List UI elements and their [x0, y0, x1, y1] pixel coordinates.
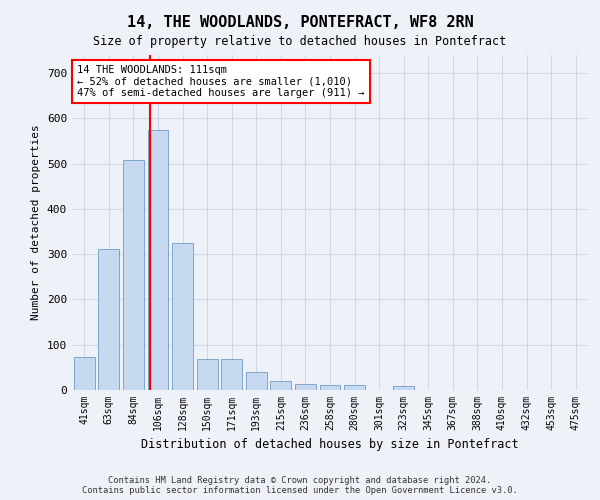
Bar — [221, 359, 242, 390]
Bar — [98, 249, 119, 390]
Bar — [74, 358, 95, 390]
Bar — [123, 160, 144, 390]
Text: Size of property relative to detached houses in Pontefract: Size of property relative to detached ho… — [94, 35, 506, 48]
Y-axis label: Number of detached properties: Number of detached properties — [31, 124, 41, 320]
Bar — [246, 372, 267, 390]
Bar — [271, 381, 292, 390]
Bar — [172, 243, 193, 390]
Bar — [344, 385, 365, 390]
Bar — [295, 384, 316, 390]
Bar — [320, 385, 340, 390]
Bar — [197, 359, 218, 390]
Bar — [148, 130, 169, 390]
Text: 14, THE WOODLANDS, PONTEFRACT, WF8 2RN: 14, THE WOODLANDS, PONTEFRACT, WF8 2RN — [127, 15, 473, 30]
Bar — [393, 386, 414, 390]
Text: Contains HM Land Registry data © Crown copyright and database right 2024.
Contai: Contains HM Land Registry data © Crown c… — [82, 476, 518, 495]
Text: 14 THE WOODLANDS: 111sqm
← 52% of detached houses are smaller (1,010)
47% of sem: 14 THE WOODLANDS: 111sqm ← 52% of detach… — [77, 65, 365, 98]
X-axis label: Distribution of detached houses by size in Pontefract: Distribution of detached houses by size … — [141, 438, 519, 452]
